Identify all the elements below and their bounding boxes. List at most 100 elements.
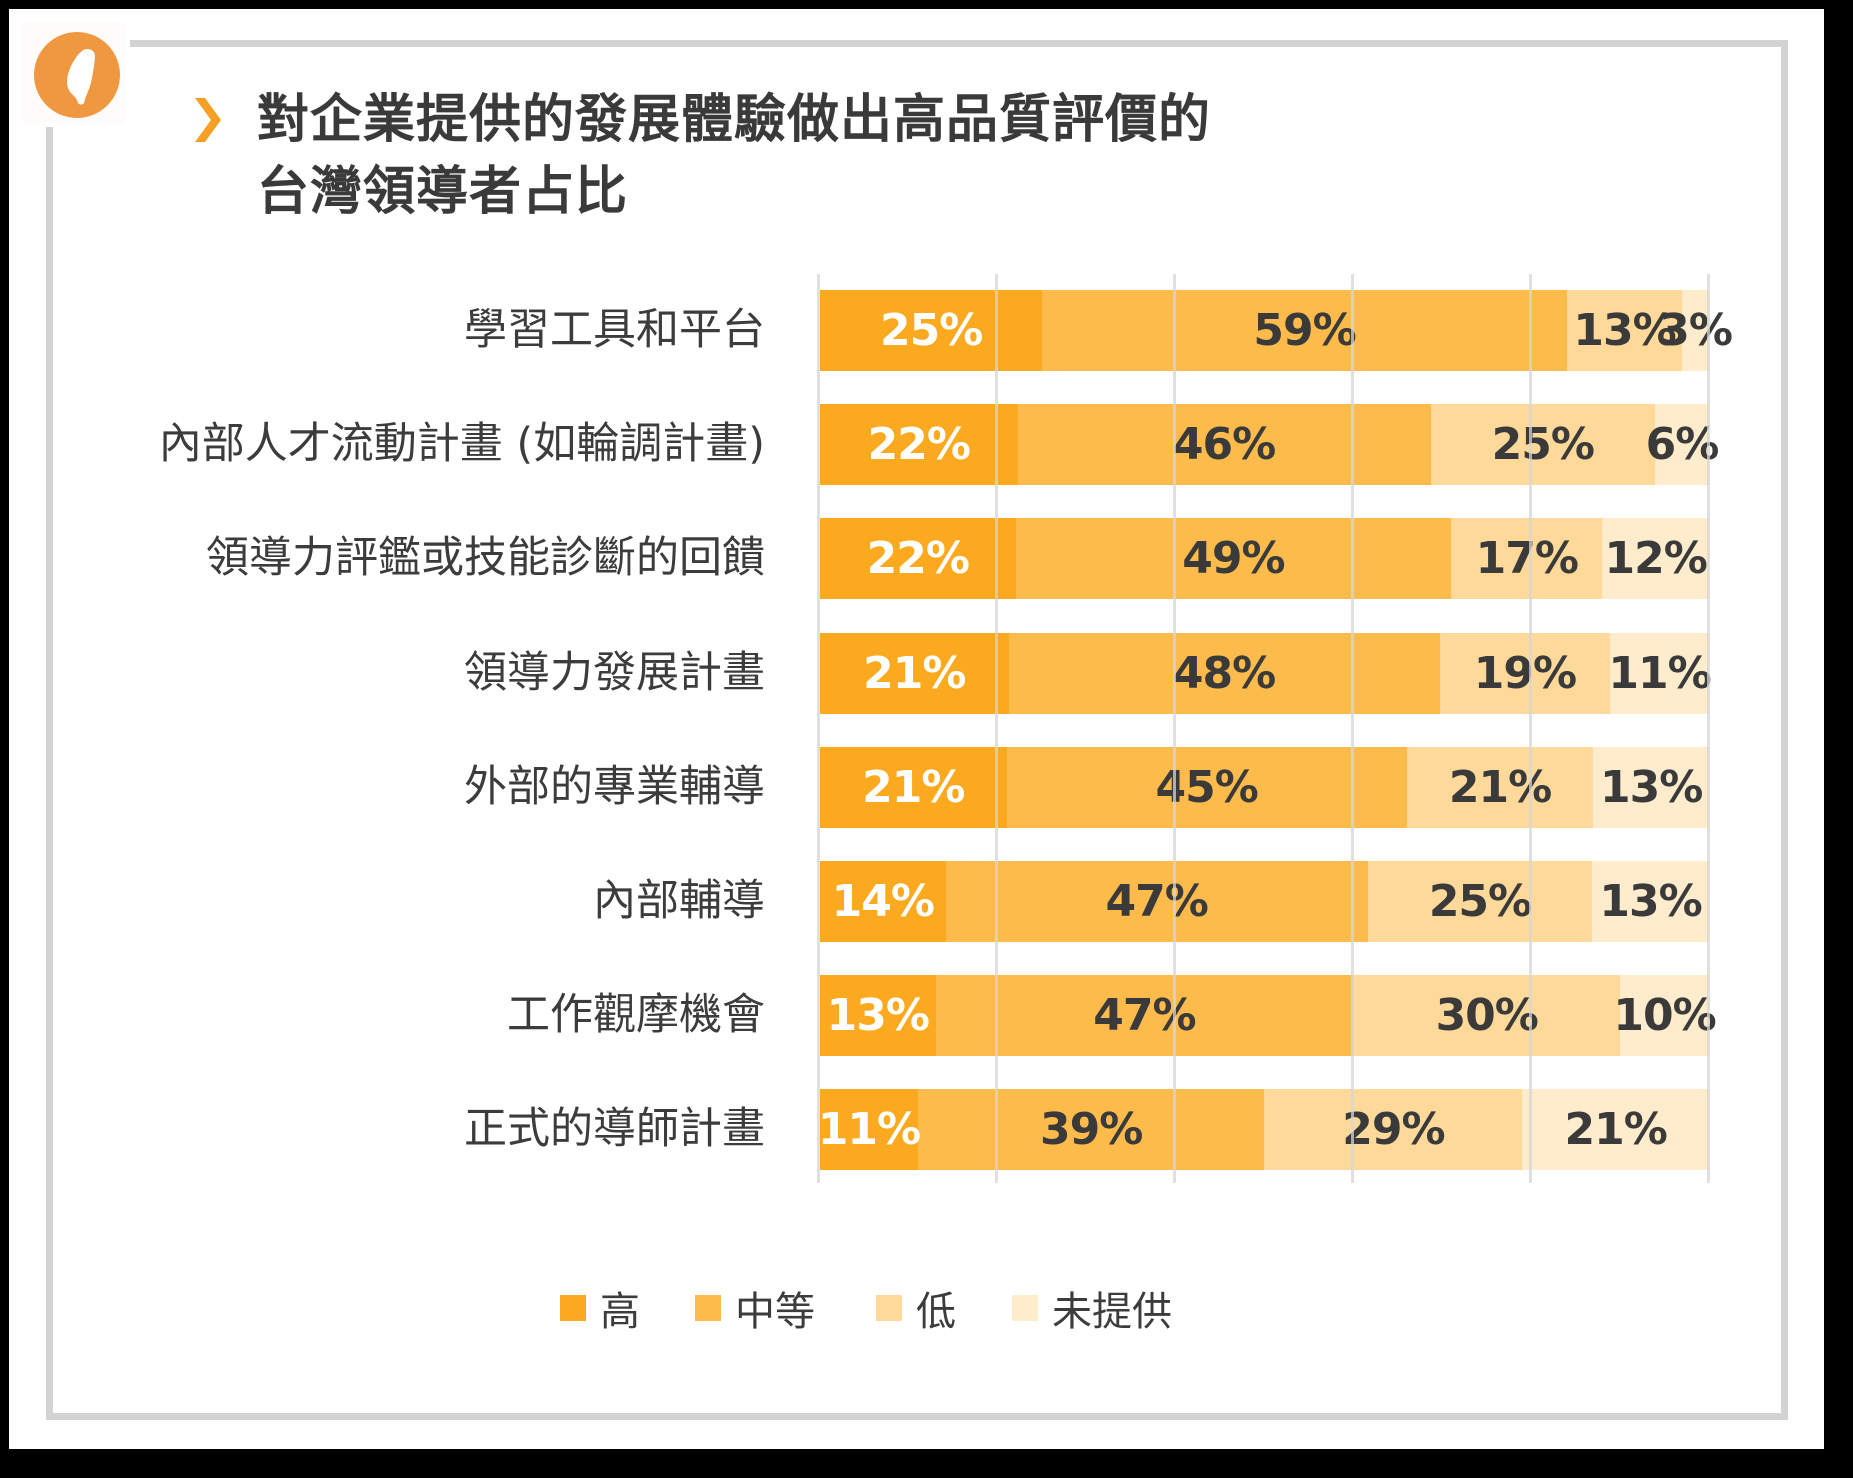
- gridline-80: [1529, 274, 1532, 1183]
- value-label-medium: 39%: [1039, 1104, 1143, 1155]
- bar-segment-high: 14%: [820, 861, 946, 942]
- category-label: 外部的專業輔導: [464, 762, 765, 812]
- bar-segment-not-provided: 21%: [1522, 1089, 1709, 1170]
- category-label: 內部人才流動計畫 (如輪調計畫): [158, 419, 765, 469]
- bar-segment-medium: 47%: [935, 975, 1354, 1056]
- legend-swatch-medium: [695, 1295, 721, 1321]
- gridline-40: [1173, 274, 1176, 1183]
- legend-label-not-provided: 未提供: [1052, 1289, 1172, 1335]
- value-label-not-provided: 11%: [1608, 648, 1711, 699]
- legend-item-not-provided: 未提供: [1012, 1283, 1172, 1335]
- bar-segment-low: 25%: [1430, 404, 1656, 485]
- bar-segment-low: 13%: [1566, 290, 1683, 371]
- bar-segment-not-provided: 6%: [1646, 404, 1719, 485]
- stacked-bar: 25% 59% 13% 3%: [820, 290, 1733, 371]
- value-label-low: 25%: [1491, 419, 1595, 470]
- value-label-medium: 48%: [1172, 648, 1276, 699]
- value-label-low: 25%: [1428, 876, 1532, 927]
- bar-segment-low: 19%: [1439, 633, 1611, 714]
- taiwan-shape-icon: [67, 49, 95, 105]
- legend-item-low: 低: [876, 1283, 956, 1335]
- bar-segment-low: 29%: [1264, 1089, 1523, 1170]
- value-label-low: 29%: [1342, 1104, 1445, 1155]
- bar-segment-high: 11%: [817, 1089, 921, 1170]
- taiwan-map-icon: [34, 32, 120, 118]
- gridline-20: [995, 274, 998, 1183]
- value-label-low: 17%: [1475, 533, 1579, 584]
- chart-panel: [9, 9, 1824, 1449]
- bar-segment-not-provided: 12%: [1602, 518, 1709, 599]
- legend-label-low: 低: [916, 1289, 956, 1335]
- stacked-bar: 22% 49% 17% 12%: [820, 518, 1709, 599]
- value-label-medium: 45%: [1155, 762, 1259, 813]
- value-label-high: 11%: [817, 1104, 921, 1155]
- legend-label-medium: 中等: [735, 1289, 815, 1335]
- value-label-high: 22%: [867, 419, 971, 470]
- value-label-not-provided: 10%: [1613, 990, 1716, 1041]
- category-label: 領導力評鑑或技能診斷的回饋: [206, 533, 765, 583]
- legend-swatch-not-provided: [1012, 1295, 1038, 1321]
- chevron-right-icon: [195, 98, 221, 142]
- stacked-bar: 14% 47% 25% 13%: [820, 861, 1709, 942]
- value-label-medium: 47%: [1093, 990, 1196, 1041]
- frame-top: [130, 40, 1788, 47]
- value-label-medium: 59%: [1253, 305, 1356, 356]
- gridline-100: [1707, 274, 1710, 1183]
- value-label-medium: 49%: [1182, 533, 1285, 584]
- bar-segment-not-provided: 13%: [1592, 861, 1709, 942]
- value-label-not-provided: 13%: [1600, 762, 1703, 813]
- bar-segment-high: 22%: [820, 404, 1018, 485]
- legend-label-high: 高: [600, 1289, 640, 1335]
- value-label-high: 13%: [826, 990, 930, 1041]
- bar-segment-not-provided: 13%: [1593, 747, 1709, 828]
- legend-item-medium: 中等: [695, 1283, 815, 1335]
- frame-left: [46, 127, 53, 1420]
- value-label-not-provided: 12%: [1604, 533, 1707, 584]
- frame-right: [1781, 40, 1788, 1420]
- bar-segment-low: 17%: [1451, 518, 1603, 599]
- legend-item-high: 高: [560, 1283, 640, 1335]
- legend-swatch-low: [876, 1295, 902, 1321]
- stacked-bar: 22% 46% 25% 6%: [820, 404, 1719, 485]
- value-label-low: 13%: [1573, 305, 1676, 356]
- stacked-bar: 21% 45% 21% 13%: [820, 747, 1709, 828]
- category-label: 領導力發展計畫: [464, 648, 765, 698]
- stacked-bar: 13% 47% 30% 10%: [820, 975, 1717, 1056]
- gridline-60: [1351, 274, 1354, 1183]
- value-label-high: 14%: [831, 876, 935, 927]
- bar-segment-medium: 46%: [1017, 404, 1431, 485]
- value-label-high: 21%: [862, 762, 965, 813]
- value-label-medium: 46%: [1172, 419, 1276, 470]
- frame-bottom: [46, 1413, 1788, 1420]
- bar-segment-high: 22%: [820, 518, 1016, 599]
- value-label-high: 21%: [863, 648, 966, 699]
- bar-segment-medium: 59%: [1042, 290, 1567, 371]
- value-label-low: 30%: [1435, 990, 1539, 1041]
- bar-segment-not-provided: 11%: [1608, 633, 1712, 714]
- value-label-not-provided: 3%: [1659, 305, 1733, 356]
- title-line-2: 台灣領導者占比: [257, 162, 629, 222]
- category-label: 正式的導師計畫: [464, 1104, 765, 1154]
- gridline-0: [817, 274, 820, 1183]
- bar-segment-not-provided: 10%: [1613, 975, 1717, 1056]
- bar-segment-low: 21%: [1406, 747, 1594, 828]
- category-label: 學習工具和平台: [464, 305, 765, 355]
- value-label-medium: 47%: [1105, 876, 1209, 927]
- bar-segment-medium: 39%: [917, 1089, 1265, 1170]
- legend-swatch-high: [560, 1295, 586, 1321]
- chart-title: 對企業提供的發展體驗做出高品質評價的 台灣領導者占比: [257, 84, 1211, 228]
- bar-segment-high: 13%: [820, 975, 936, 1056]
- bar-segment-high: 21%: [820, 633, 1009, 714]
- bar-segment-high: 21%: [820, 747, 1007, 828]
- value-label-not-provided: 21%: [1564, 1104, 1667, 1155]
- value-label-high: 25%: [879, 305, 983, 356]
- bar-segment-not-provided: 3%: [1659, 290, 1733, 371]
- bar-segment-low: 30%: [1353, 975, 1621, 1056]
- value-label-high: 22%: [866, 533, 970, 584]
- category-label: 內部輔導: [593, 876, 765, 926]
- title-line-1: 對企業提供的發展體驗做出高品質評價的: [257, 90, 1212, 150]
- category-label: 工作觀摩機會: [507, 990, 765, 1040]
- value-label-low: 19%: [1473, 648, 1577, 699]
- stacked-bar: 11% 39% 29% 21%: [817, 1089, 1709, 1170]
- value-label-not-provided: 13%: [1599, 876, 1702, 927]
